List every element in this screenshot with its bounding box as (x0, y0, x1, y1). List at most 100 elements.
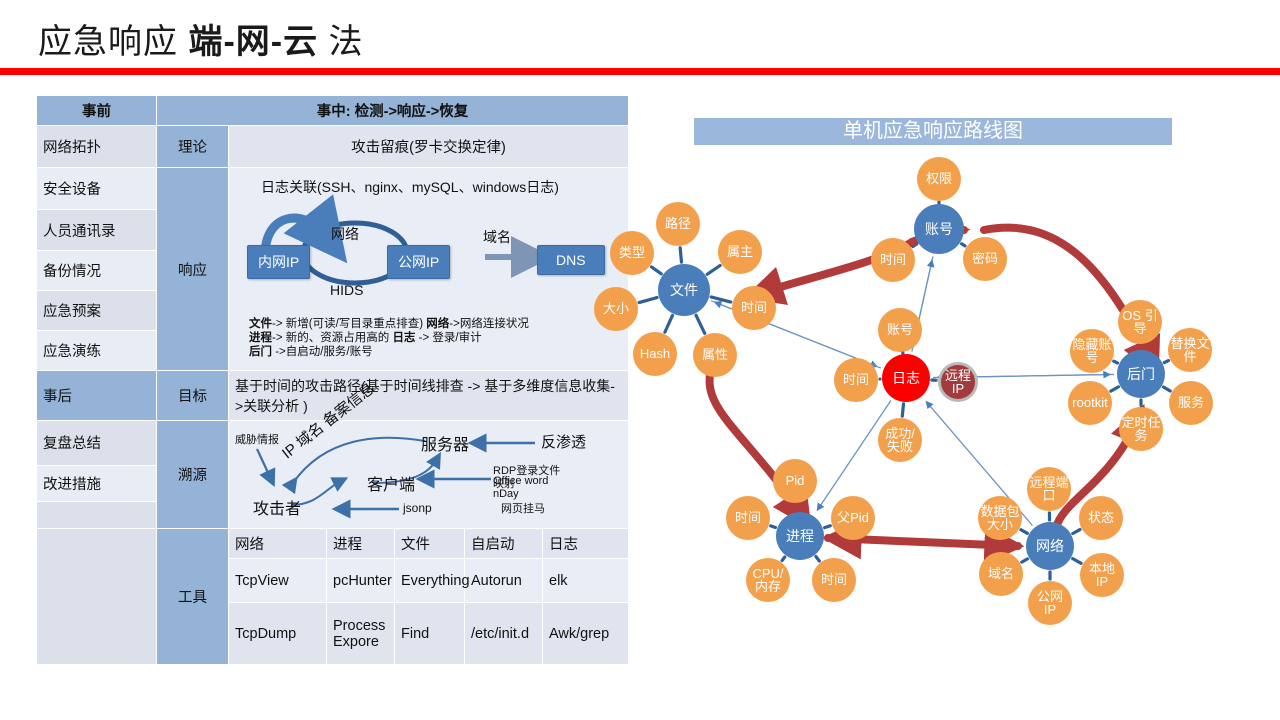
node-label-a-perm: 权限 (925, 171, 952, 187)
response-phase-table: 事前 事中: 检测->响应->恢复 网络拓扑 理论 攻击留痕(罗卡交换定律) 安… (36, 95, 630, 665)
spoke-backdoor-b-hide (1112, 359, 1120, 365)
node-label-p-time1: 时间 (734, 510, 761, 526)
node-label-w-pkt: 数据包大小 (980, 503, 1020, 532)
tools-cell-0-1: pcHunter (326, 557, 395, 604)
node-a-pass[interactable]: 密码 (963, 237, 1007, 281)
node-label-w-domain: 域名 (987, 566, 1014, 582)
node-b-cron[interactable]: 定时任务 (1119, 407, 1163, 451)
node-f-hash[interactable]: Hash (633, 332, 677, 376)
single-host-response-roadmap: 单机应急响应路线图 文件 路径 类型 属主 大小 时间 Hash 属性 账号 权限 时间 密码 日志 账号… (594, 80, 1280, 680)
response-notes: 文件-> 新增(可读/写目录重点排查) 网络->网络连接状况 进程-> 新的、资… (235, 317, 622, 359)
node-label-b-rk: rootkit (1072, 395, 1108, 411)
node-label-f-type: 类型 (618, 245, 645, 261)
node-a-perm[interactable]: 权限 (917, 157, 961, 201)
node-l-res[interactable]: 成功/失败 (878, 418, 922, 462)
node-p-time2[interactable]: 时间 (812, 558, 856, 602)
title-underline-rule (0, 68, 1280, 75)
node-w-pub[interactable]: 公网 IP (1028, 581, 1072, 625)
spoke-file-f-hash (663, 313, 675, 334)
note-0-key: 文件 (249, 318, 272, 331)
node-label-l-time: 时间 (842, 372, 869, 388)
node-a-time[interactable]: 时间 (871, 238, 915, 282)
post-header: 事后 (36, 370, 157, 422)
theory-text: 攻击留痕(罗卡交换定律) (227, 124, 630, 169)
node-network[interactable]: 网络 (1026, 522, 1074, 570)
node-label-f-path: 路径 (664, 216, 691, 232)
node-f-owner[interactable]: 属主 (718, 230, 762, 274)
node-label-f-attr: 属性 (701, 347, 728, 363)
post-item-1: 改进措施 (36, 464, 157, 502)
spoke-account-a-pass (960, 242, 967, 248)
tools-cell-0-4: elk (541, 557, 630, 604)
node-label-process: 进程 (786, 527, 814, 544)
tools-col-0: 网络 (228, 528, 327, 559)
post-item-0: 复盘总结 (36, 420, 157, 466)
node-p-ppid[interactable]: 父Pid (831, 496, 875, 540)
node-process[interactable]: 进程 (776, 512, 824, 560)
note-0-key2: 网络 (426, 318, 450, 331)
trace-webshell: 网页挂马 (501, 502, 545, 515)
node-l-time[interactable]: 时间 (834, 358, 878, 402)
node-p-pid[interactable]: Pid (773, 459, 817, 503)
trace-attacker: 攻击者 (253, 500, 302, 518)
spoke-file-f-attr (694, 313, 707, 335)
node-b-rk[interactable]: rootkit (1068, 381, 1112, 425)
node-b-repl[interactable]: 替换文件 (1168, 328, 1212, 372)
response-content: 日志关联(SSH、nginx、mySQL、windows日志) (227, 167, 630, 372)
category-theory: 理论 (156, 124, 229, 169)
tools-col-1: 进程 (326, 528, 395, 559)
node-b-svc[interactable]: 服务 (1169, 381, 1213, 425)
chip-inner-ip[interactable]: 内网IP (247, 245, 311, 280)
spoke-process-p-ppid (823, 524, 832, 530)
node-w-domain[interactable]: 域名 (979, 552, 1023, 596)
node-w-local[interactable]: 本地 IP (1080, 553, 1124, 597)
node-label-f-hash: Hash (639, 346, 671, 362)
pre-item-3: 备份情况 (36, 249, 157, 291)
node-log[interactable]: 日志 (882, 354, 930, 402)
node-label-a-time: 时间 (879, 252, 906, 268)
node-w-port[interactable]: 远程端口 (1027, 467, 1071, 511)
node-w-pkt[interactable]: 数据包大小 (978, 496, 1022, 540)
node-label-backdoor: 后门 (1127, 365, 1155, 382)
node-label-p-pid: Pid (785, 473, 805, 489)
node-label-l-acct: 账号 (886, 322, 913, 338)
table-header-before: 事前 (36, 95, 157, 126)
node-f-size[interactable]: 大小 (594, 287, 638, 331)
category-response: 响应 (156, 167, 229, 372)
page-title-part1: 应急响应 (38, 23, 189, 61)
node-p-cpu[interactable]: CPU/内存 (746, 558, 790, 602)
node-label-p-cpu: CPU/内存 (752, 565, 784, 594)
note-2-key: 后门 (249, 346, 272, 359)
node-f-attr[interactable]: 属性 (693, 333, 737, 377)
tools-cell-1-0: TcpDump (228, 602, 327, 665)
category-goal: 目标 (156, 370, 229, 422)
spoke-file-f-path (678, 246, 684, 264)
node-label-a-pass: 密码 (971, 251, 998, 267)
node-f-time[interactable]: 时间 (732, 286, 776, 330)
chip-dns[interactable]: DNS (537, 245, 605, 276)
node-f-type[interactable]: 类型 (610, 231, 654, 275)
node-w-state[interactable]: 状态 (1079, 496, 1123, 540)
node-b-os[interactable]: OS 引导 (1118, 300, 1162, 344)
node-p-time1[interactable]: 时间 (726, 496, 770, 540)
node-l-acct[interactable]: 账号 (878, 308, 922, 352)
tools-cell-0-3: Autorun (464, 557, 543, 604)
node-backdoor[interactable]: 后门 (1117, 350, 1165, 398)
trace-server: 服务器 (421, 436, 470, 454)
note-1-key2: 日志 (392, 332, 416, 345)
spoke-process-p-cpu (780, 555, 787, 563)
node-f-path[interactable]: 路径 (656, 202, 700, 246)
node-account[interactable]: 账号 (914, 204, 964, 254)
category-trace: 溯源 (156, 420, 229, 530)
chip-public-ip[interactable]: 公网IP (387, 245, 451, 280)
tools-col-3: 自启动 (464, 528, 543, 559)
node-label-b-hide: 隐藏账号 (1072, 336, 1112, 365)
spoke-process-p-time2 (814, 554, 821, 563)
red-flow-network-process-bidir (821, 519, 1025, 565)
node-remoteip[interactable]: 远程 IP (938, 362, 978, 402)
spoke-file-f-size (637, 295, 659, 305)
note-1-text: -> 新的、资源占用高的 (272, 332, 393, 345)
spoke-log-l-res (900, 402, 906, 418)
node-file[interactable]: 文件 (658, 264, 710, 316)
node-b-hide[interactable]: 隐藏账号 (1070, 329, 1114, 373)
